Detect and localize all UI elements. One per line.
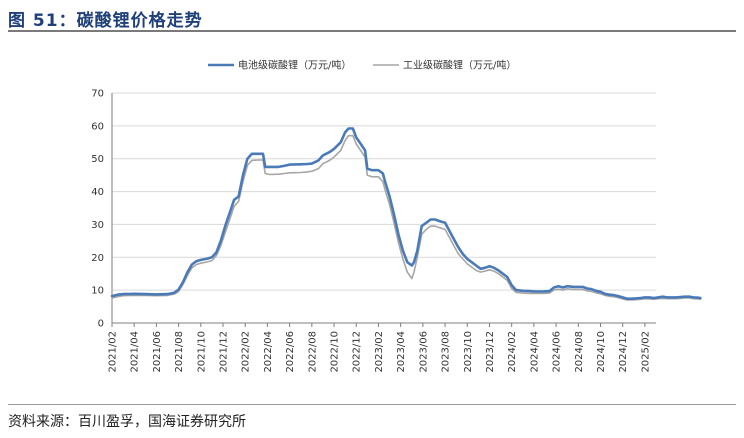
source-note: 资料来源：百川盈孚，国海证券研究所 bbox=[8, 414, 246, 430]
legend-label: 电池级碳酸锂（万元/吨） bbox=[238, 59, 351, 72]
series-line-battery-grade bbox=[110, 127, 702, 300]
x-axis: 2021/02 2021/04 2021/06 2021/08 2021/10 2021/… bbox=[108, 322, 656, 373]
series-line-industrial-grade bbox=[111, 134, 702, 301]
legend-item-industrial-grade: 工业级碳酸锂（万元/吨） bbox=[373, 59, 516, 72]
x-tick-label: 2023/06 bbox=[418, 331, 429, 373]
y-tick-label: 40 bbox=[91, 187, 104, 198]
x-tick-label: 2021/02 bbox=[108, 331, 119, 373]
title-divider bbox=[8, 30, 736, 32]
x-tick-label: 2023/12 bbox=[485, 331, 496, 373]
figure-title: 图 51：碳酸锂价格走势 bbox=[8, 11, 203, 31]
x-tick-label: 2022/04 bbox=[263, 331, 274, 373]
legend-item-battery-grade: 电池级碳酸锂（万元/吨） bbox=[208, 59, 351, 72]
x-tick-label: 2021/06 bbox=[152, 331, 163, 373]
x-tick-label: 2021/08 bbox=[174, 331, 185, 373]
x-tick-label: 2025/02 bbox=[640, 331, 651, 373]
legend-label: 工业级碳酸锂（万元/吨） bbox=[403, 59, 516, 72]
y-tick-label: 70 bbox=[91, 89, 104, 100]
x-tick-label: 2022/08 bbox=[307, 331, 318, 373]
chart-series bbox=[110, 127, 702, 301]
line-chart: 电池级碳酸锂（万元/吨） 工业级碳酸锂（万元/吨） 0 10 20 30 40 50 60 70… bbox=[91, 59, 702, 373]
x-tick-label: 2021/10 bbox=[196, 331, 207, 373]
y-tick-label: 30 bbox=[91, 220, 104, 231]
x-tick-label: 2023/04 bbox=[396, 331, 407, 373]
y-tick-label: 0 bbox=[98, 319, 104, 330]
x-tick-label: 2022/02 bbox=[241, 331, 252, 373]
x-tick-label: 2022/06 bbox=[285, 331, 296, 373]
y-axis: 0 10 20 30 40 50 60 70 bbox=[91, 89, 113, 330]
y-tick-label: 10 bbox=[91, 286, 104, 297]
x-tick-label: 2021/12 bbox=[219, 331, 230, 373]
x-tick-label: 2022/12 bbox=[352, 331, 363, 373]
x-tick-label: 2024/06 bbox=[552, 331, 563, 373]
y-tick-label: 50 bbox=[91, 154, 104, 165]
chart-legend: 电池级碳酸锂（万元/吨） 工业级碳酸锂（万元/吨） bbox=[208, 59, 516, 72]
x-tick-label: 2023/10 bbox=[463, 331, 474, 373]
x-tick-label: 2024/02 bbox=[507, 331, 518, 373]
x-tick-label: 2024/10 bbox=[596, 331, 607, 373]
chart-gridlines bbox=[112, 92, 656, 291]
x-tick-label: 2024/12 bbox=[618, 331, 629, 373]
footer-divider bbox=[8, 404, 736, 405]
x-tick-label: 2021/04 bbox=[130, 331, 141, 373]
x-tick-label: 2022/10 bbox=[330, 331, 341, 373]
x-tick-label: 2024/08 bbox=[574, 331, 585, 373]
x-tick-label: 2023/08 bbox=[441, 331, 452, 373]
y-tick-label: 60 bbox=[91, 121, 104, 132]
x-tick-label: 2024/04 bbox=[529, 331, 540, 373]
x-tick-label: 2023/02 bbox=[374, 331, 385, 373]
y-tick-label: 20 bbox=[91, 253, 104, 264]
